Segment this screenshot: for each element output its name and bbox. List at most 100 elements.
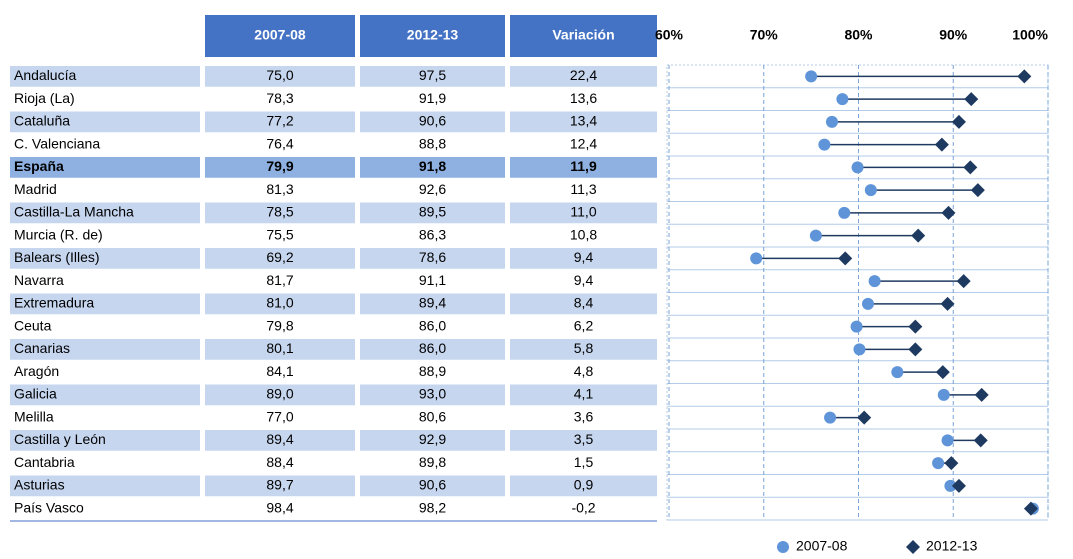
cell-bg: [510, 225, 657, 246]
cell-value: 81,7: [266, 272, 293, 288]
cell-bg: [205, 157, 355, 178]
point: [911, 228, 926, 243]
cell-value: 90,6: [419, 113, 446, 129]
row-label: Asturias: [14, 477, 65, 493]
cell-bg: [205, 498, 355, 519]
cell-bg: [360, 475, 505, 497]
cell-bg: [205, 225, 355, 246]
row-label: Balears (Illes): [14, 249, 100, 265]
cell-value: 8,4: [574, 295, 594, 311]
cell-value: 77,2: [266, 113, 293, 129]
row-label: Canarias: [14, 340, 70, 356]
row-bg: [10, 202, 200, 224]
row-bg: [10, 361, 200, 383]
cell-bg: [360, 407, 505, 428]
point: [956, 274, 971, 289]
cell-bg: [510, 270, 657, 292]
point: [805, 70, 818, 83]
cell-value: 3,5: [574, 431, 594, 447]
row-bg: [10, 339, 200, 360]
cell-bg: [360, 339, 505, 360]
header-cell: [205, 15, 355, 57]
point: [974, 387, 989, 402]
cell-bg: [360, 384, 505, 406]
cell-bg: [510, 407, 657, 428]
cell-value: 11,0: [570, 204, 596, 220]
row-bg: [10, 270, 200, 292]
cell-value: 89,4: [419, 295, 446, 311]
point: [857, 410, 872, 425]
point: [937, 388, 950, 401]
cell-bg: [360, 498, 505, 519]
legend-marker: [906, 540, 920, 554]
cell-bg: [205, 430, 355, 451]
cell-bg: [360, 134, 505, 155]
column-header: 2012-13: [407, 27, 459, 43]
cell-value: -0,2: [571, 499, 595, 515]
point: [951, 114, 966, 129]
point: [851, 161, 864, 174]
cell-value: 4,1: [574, 386, 594, 402]
row-bg: [10, 384, 200, 406]
cell-value: 69,2: [266, 249, 293, 265]
cell-value: 97,5: [419, 67, 446, 83]
row-label: Navarra: [14, 272, 64, 288]
legend-label: 2012-13: [926, 538, 978, 554]
cell-bg: [205, 452, 355, 474]
point: [809, 229, 822, 242]
cell-value: 1,5: [574, 454, 594, 470]
row-bg: [10, 66, 200, 87]
point: [836, 93, 849, 106]
cell-value: 75,0: [266, 67, 293, 83]
cell-value: 22,4: [570, 67, 597, 83]
point: [1017, 69, 1032, 84]
row-label: Murcia (R. de): [14, 226, 103, 242]
point: [932, 457, 945, 470]
row-label: Castilla-La Mancha: [14, 204, 134, 220]
row-label: Rioja (La): [14, 90, 75, 106]
cell-bg: [360, 316, 505, 337]
column-header: Variación: [552, 27, 614, 43]
row-bg: [10, 134, 200, 155]
cell-bg: [205, 339, 355, 360]
point: [964, 92, 979, 107]
row-label: C. Valenciana: [14, 135, 100, 151]
cell-bg: [510, 452, 657, 474]
cell-bg: [205, 293, 355, 315]
cell-bg: [205, 475, 355, 497]
legend-marker: [777, 541, 789, 553]
cell-bg: [510, 157, 657, 178]
row-label: Ceuta: [14, 317, 52, 333]
point: [838, 206, 851, 219]
row-bg: [10, 88, 200, 110]
cell-value: 81,0: [266, 295, 293, 311]
row-label: España: [14, 158, 64, 174]
cell-value: 13,4: [570, 113, 597, 129]
cell-value: 86,0: [419, 340, 446, 356]
cell-bg: [510, 248, 657, 269]
cell-bg: [205, 407, 355, 428]
row-label: Cataluña: [14, 113, 70, 129]
cell-value: 6,2: [574, 317, 594, 333]
row-bg: [10, 248, 200, 269]
x-tick-label: 80%: [844, 27, 873, 43]
cell-value: 79,8: [266, 317, 293, 333]
cell-bg: [205, 316, 355, 337]
row-bg: [10, 225, 200, 246]
cell-value: 5,8: [574, 340, 594, 356]
row-bg: [10, 316, 200, 337]
header-cell: [360, 15, 505, 57]
cell-bg: [360, 430, 505, 451]
cell-value: 86,3: [419, 226, 446, 242]
point: [944, 479, 957, 492]
cell-bg: [360, 293, 505, 315]
cell-bg: [360, 248, 505, 269]
point: [970, 183, 985, 198]
cell-value: 81,3: [266, 181, 293, 197]
row-bg: [10, 430, 200, 451]
cell-bg: [510, 339, 657, 360]
cell-bg: [205, 88, 355, 110]
point: [934, 137, 949, 152]
point: [908, 342, 923, 357]
cell-value: 88,4: [266, 454, 293, 470]
